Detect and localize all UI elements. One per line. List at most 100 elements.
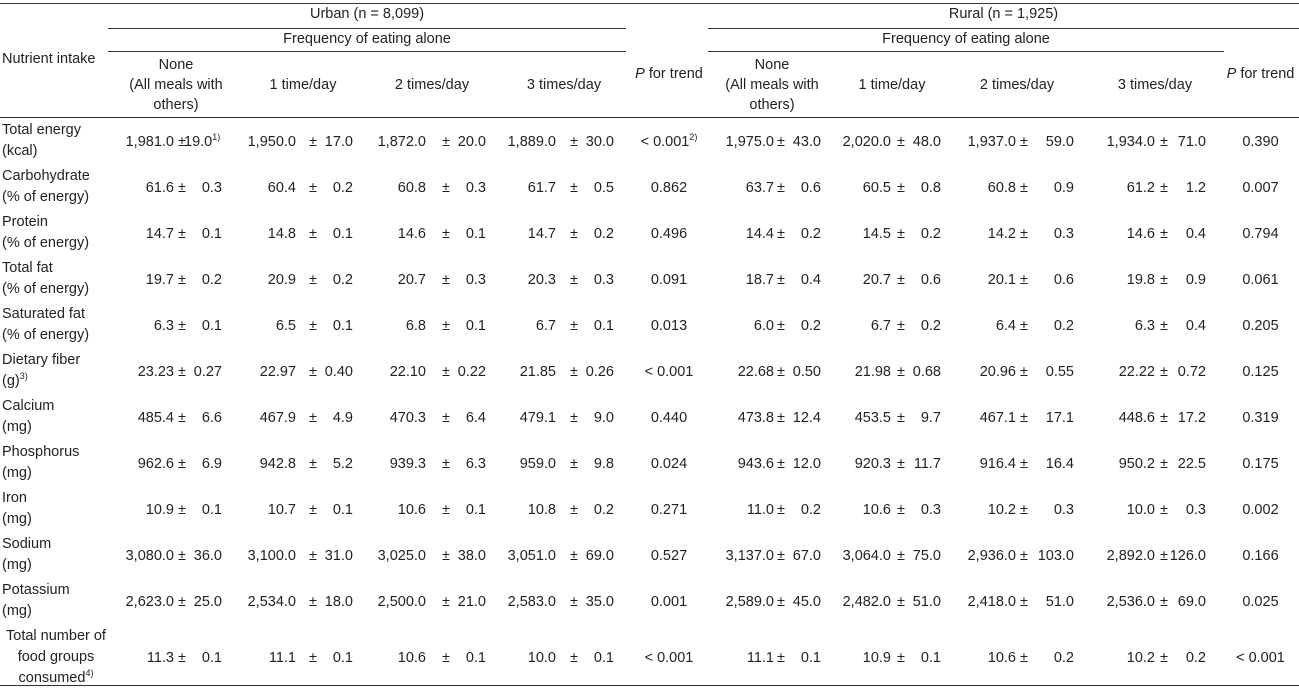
plus-minus-sign: ±: [777, 272, 785, 288]
rural-mean-r3-c3: 14.2: [987, 226, 1016, 242]
urban-se-r6-c3: 0.22: [457, 364, 486, 380]
plus-minus-sign: ±: [309, 180, 317, 196]
urban-se-r3-c2: 0.1: [332, 226, 353, 242]
rural-mean-r11-c1: 2,589.0: [725, 594, 774, 610]
plus-minus-sign: ±: [442, 226, 450, 242]
urban-mean-r6-c2: 22.97: [259, 364, 296, 380]
plus-minus-sign: ±: [777, 180, 785, 196]
rural-col-header-1-line-2: (All meals with: [725, 77, 819, 93]
plus-minus-sign: ±: [309, 272, 317, 288]
urban-mean-r1-c1: 1,981.0: [125, 134, 174, 150]
plus-minus-sign: ±: [777, 548, 785, 564]
plus-minus-sign: ±: [897, 456, 905, 472]
plus-minus-sign: ±: [897, 134, 905, 150]
urban-p-footnote-r1: 2): [689, 132, 698, 143]
urban-p-trend-r11: 0.001: [650, 594, 688, 610]
row-label-9-line-1: Iron: [2, 490, 27, 506]
urban-mean-r3-c4: 14.7: [527, 226, 556, 242]
rural-group-header: Rural (n = 1,925): [948, 6, 1059, 22]
urban-group-rule: [108, 28, 626, 29]
row-label-2-line-2: (% of energy): [2, 189, 90, 205]
plus-minus-sign: ±: [178, 134, 186, 150]
plus-minus-sign: ±: [309, 364, 317, 380]
urban-mean-r10-c3: 3,025.0: [377, 548, 426, 564]
rural-se-r4-c4: 0.9: [1185, 272, 1206, 288]
urban-mean-r4-c4: 20.3: [527, 272, 556, 288]
urban-mean-r3-c3: 14.6: [397, 226, 426, 242]
plus-minus-sign: ±: [1020, 502, 1028, 518]
rural-se-r12-c4: 0.2: [1185, 650, 1206, 666]
urban-se-r1-c4: 30.0: [585, 134, 614, 150]
row-label-5-line-2: (% of energy): [2, 327, 90, 343]
plus-minus-sign: ±: [442, 548, 450, 564]
row-label-11-line-1: Potassium: [2, 582, 70, 598]
rural-mean-r5-c3: 6.4: [995, 318, 1016, 334]
rural-mean-r10-c2: 3,064.0: [842, 548, 891, 564]
urban-subheader-rule: [108, 51, 626, 52]
row-label-8-line-2: (mg): [2, 465, 32, 481]
plus-minus-sign: ±: [897, 410, 905, 426]
plus-minus-sign: ±: [1160, 594, 1168, 610]
plus-minus-sign: ±: [1020, 456, 1028, 472]
urban-se-r7-c1: 6.6: [201, 410, 222, 426]
urban-p-trend-r12: < 0.001: [644, 650, 694, 666]
urban-p-trend-r6: < 0.001: [644, 364, 694, 380]
urban-col-header-4-line-1: 3 times/day: [526, 77, 602, 93]
rural-col-header-2-line-1: 1 time/day: [858, 77, 926, 93]
urban-mean-r7-c2: 467.9: [259, 410, 296, 426]
urban-mean-r7-c1: 485.4: [137, 410, 174, 426]
urban-p-trend-r10: 0.527: [650, 548, 688, 564]
plus-minus-sign: ±: [178, 226, 186, 242]
rural-p-for-trend-header: P for trend: [1222, 64, 1299, 84]
rural-mean-r3-c2: 14.5: [862, 226, 891, 242]
plus-minus-sign: ±: [442, 134, 450, 150]
plus-minus-sign: ±: [309, 226, 317, 242]
urban-mean-r4-c2: 20.9: [267, 272, 296, 288]
urban-se-r11-c2: 18.0: [324, 594, 353, 610]
rural-se-r3-c4: 0.4: [1185, 226, 1206, 242]
urban-p-label-rest: for trend: [644, 66, 703, 82]
urban-mean-r10-c1: 3,080.0: [125, 548, 174, 564]
rural-mean-r10-c1: 3,137.0: [725, 548, 774, 564]
rural-p-trend-r2: 0.007: [1242, 180, 1279, 196]
urban-mean-r3-c1: 14.7: [145, 226, 174, 242]
rural-mean-r7-c1: 473.8: [737, 410, 774, 426]
plus-minus-sign: ±: [1020, 318, 1028, 334]
plus-minus-sign: ±: [897, 548, 905, 564]
plus-minus-sign: ±: [1160, 456, 1168, 472]
rural-se-r12-c1: 0.1: [800, 650, 821, 666]
row-label-8-line-1: Phosphorus: [2, 444, 80, 460]
rural-mean-r7-c2: 453.5: [854, 410, 891, 426]
rural-p-trend-r6: 0.125: [1242, 364, 1279, 380]
plus-minus-sign: ±: [777, 226, 785, 242]
rural-mean-r4-c2: 20.7: [862, 272, 891, 288]
rural-p-trend-r8: 0.175: [1242, 456, 1279, 472]
rural-mean-r11-c4: 2,536.0: [1106, 594, 1155, 610]
rural-mean-r5-c2: 6.7: [870, 318, 891, 334]
row-label-4-line-1: Total fat: [2, 260, 53, 276]
plus-minus-sign: ±: [178, 456, 186, 472]
urban-se-r12-c4: 0.1: [593, 650, 614, 666]
rural-mean-r2-c4: 61.2: [1126, 180, 1155, 196]
rural-mean-r6-c4: 22.22: [1118, 364, 1155, 380]
row-label-6-line-2: (g)3): [2, 371, 28, 389]
urban-mean-r1-c4: 1,889.0: [507, 134, 556, 150]
urban-mean-r8-c2: 942.8: [259, 456, 296, 472]
rural-se-r5-c3: 0.2: [1053, 318, 1074, 334]
rural-se-r1-c3: 59.0: [1045, 134, 1074, 150]
urban-mean-r11-c3: 2,500.0: [377, 594, 426, 610]
row-header-label: Nutrient intake: [2, 51, 96, 67]
urban-se-r8-c4: 9.8: [593, 456, 614, 472]
rural-se-r7-c3: 17.1: [1045, 410, 1074, 426]
rural-se-r2-c2: 0.8: [920, 180, 941, 196]
rural-mean-r11-c3: 2,418.0: [967, 594, 1016, 610]
plus-minus-sign: ±: [178, 548, 186, 564]
urban-se-r4-c1: 0.2: [201, 272, 222, 288]
row-label-3-line-1: Protein: [2, 214, 48, 230]
rural-subheader-rule: [708, 51, 1224, 52]
urban-se-r1-c3: 20.0: [457, 134, 486, 150]
rural-mean-r6-c1: 22.68: [737, 364, 774, 380]
urban-mean-r7-c4: 479.1: [519, 410, 556, 426]
rural-se-r6-c1: 0.50: [792, 364, 821, 380]
plus-minus-sign: ±: [309, 456, 317, 472]
